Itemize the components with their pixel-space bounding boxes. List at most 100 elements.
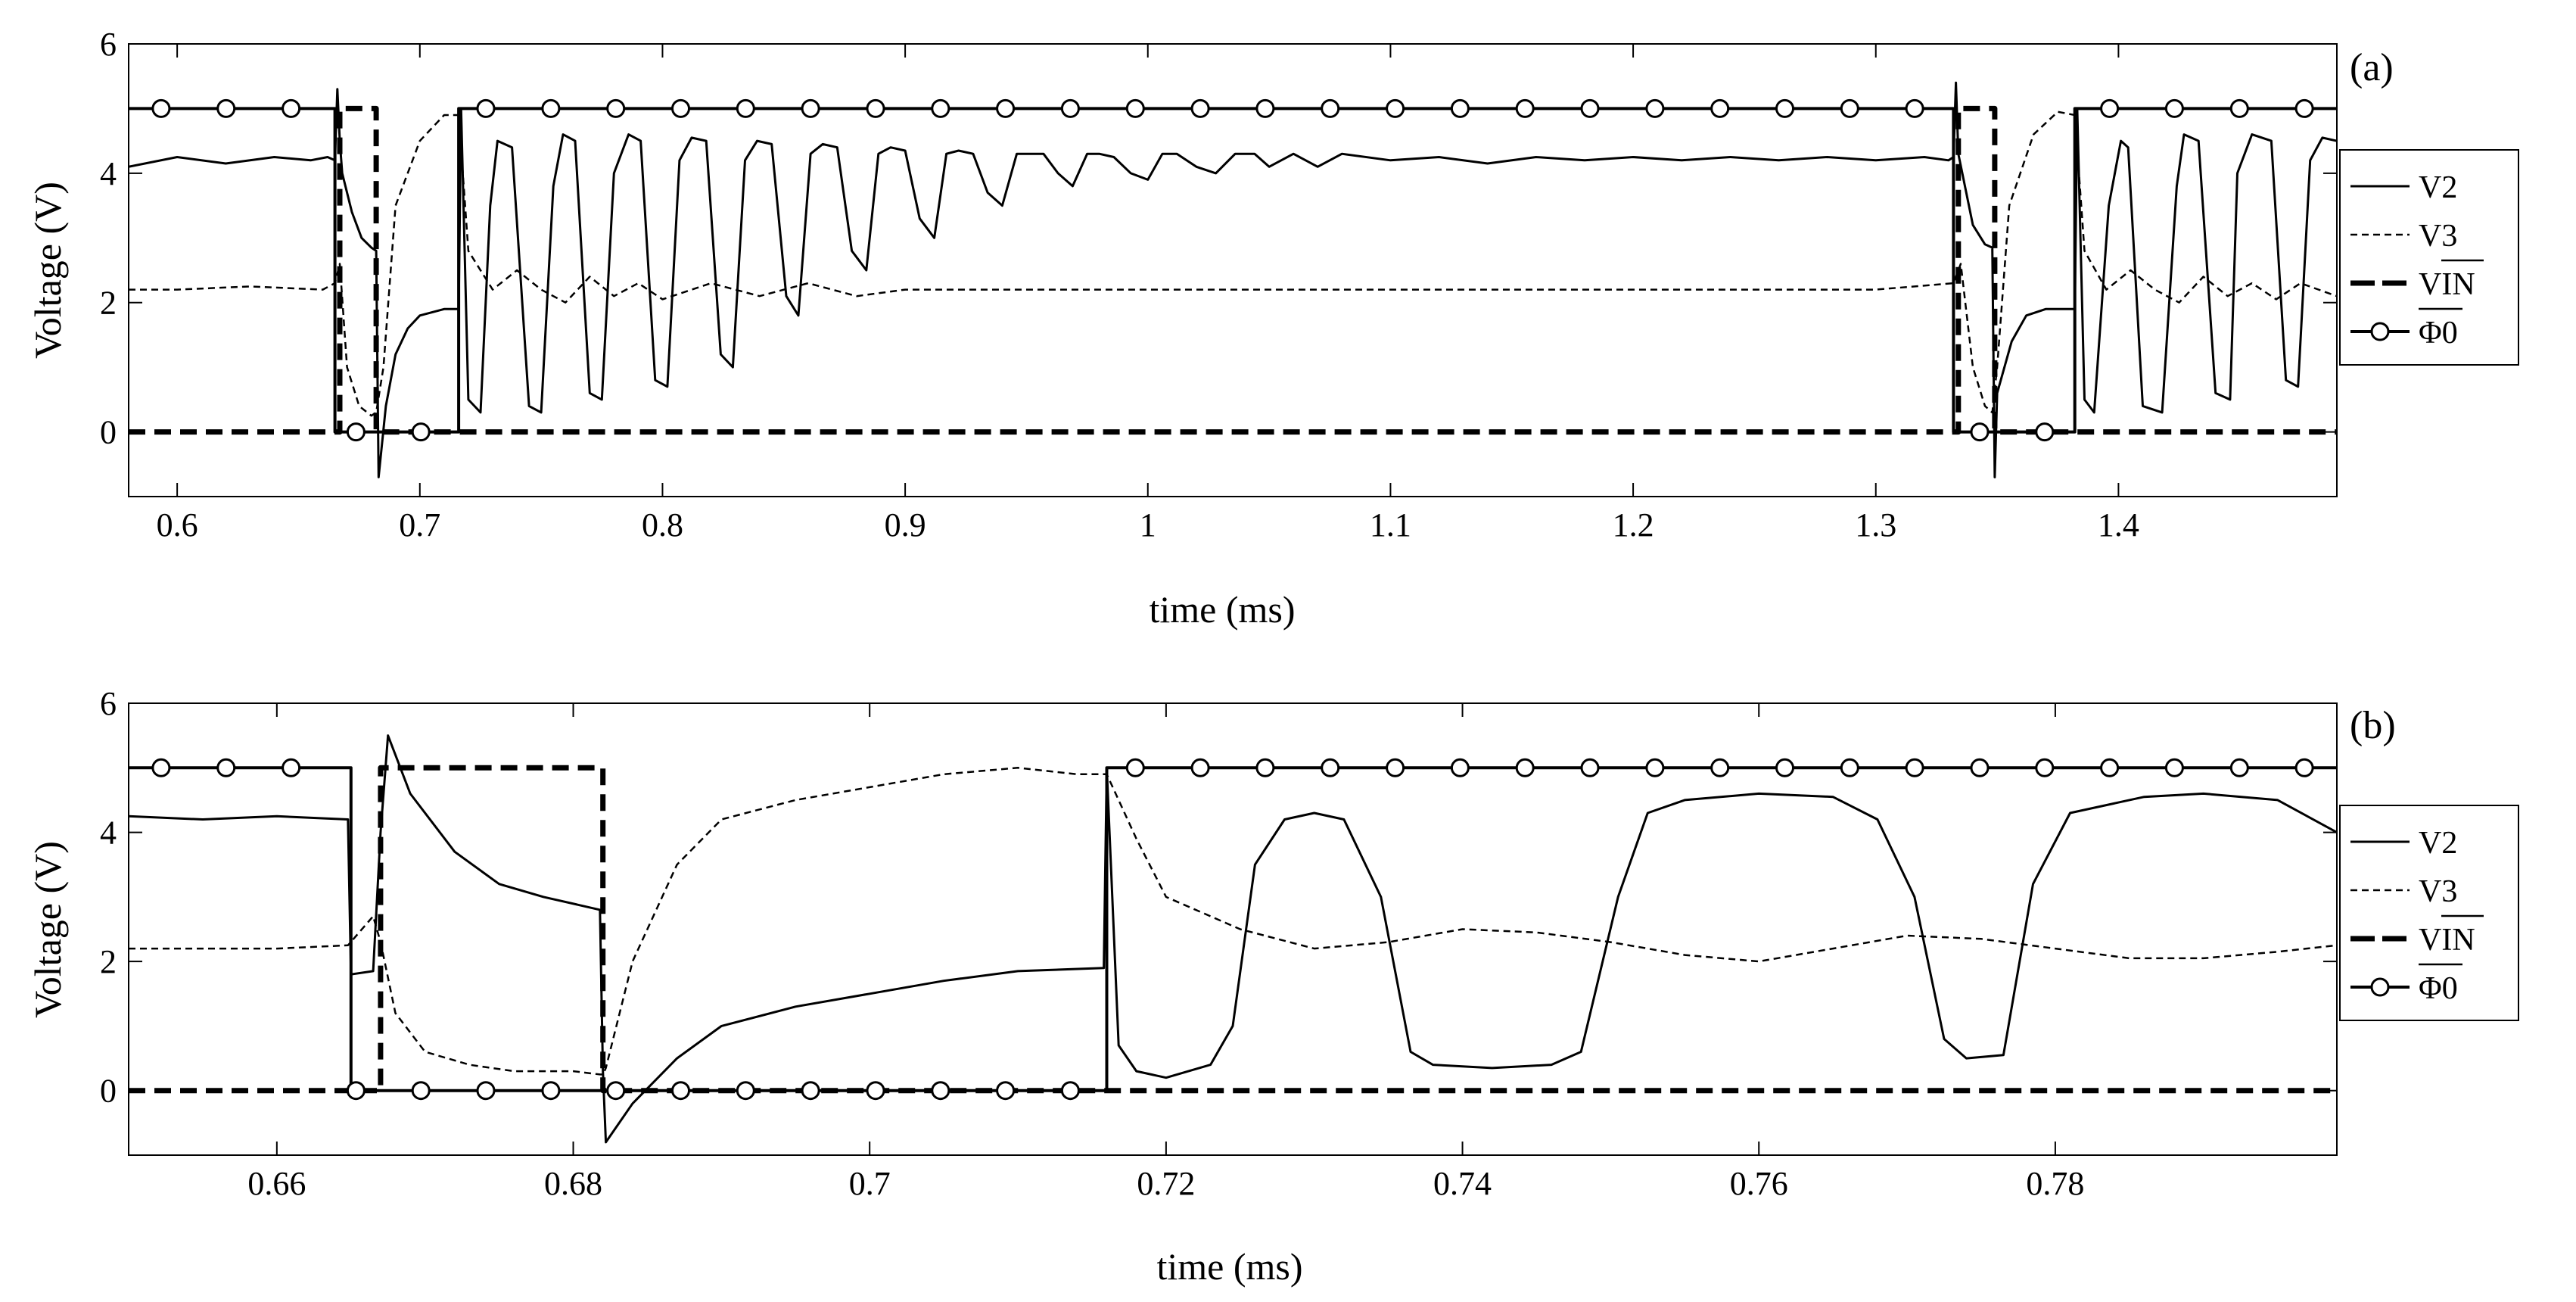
phi0-marker (931, 1081, 950, 1101)
series-line-vin (129, 765, 2337, 1094)
phi0-marker (476, 1081, 496, 1101)
x-tick-label: 0.6 (157, 506, 198, 544)
phi0-marker (1970, 758, 1990, 777)
x-tick-label: 0.74 (1433, 1165, 1492, 1202)
y-axis-label-b: Voltage (V) (26, 841, 69, 1018)
x-tick-label: 1.3 (1855, 506, 1896, 544)
phi0-marker (1321, 98, 1340, 118)
phi0-marker (1255, 758, 1275, 777)
phi0-marker (1190, 98, 1210, 118)
x-ticks-a: 0.6 0.7 0.8 0.9 1 1.1 1.2 1.3 1.4 (157, 44, 2139, 544)
phi0-marker (1060, 98, 1080, 118)
phi0-marker (541, 1081, 561, 1101)
legend-label: V2 (2419, 826, 2457, 861)
series-line-v2 (129, 81, 2337, 478)
phi0-marker (1255, 98, 1275, 118)
x-tick-label: 0.72 (1137, 1165, 1195, 1202)
panel-b: 0 2 4 6 0.66 0.68 0.7 0.72 0.74 0.76 0.78 time (m… (26, 685, 2519, 1288)
y-tick-label: 6 (100, 685, 117, 722)
legend-label: VIN (2419, 923, 2475, 958)
phi0-marker (2035, 758, 2055, 777)
phi0-marker (411, 1081, 431, 1101)
phi0-marker (1450, 758, 1470, 777)
phi0-marker (1190, 758, 1210, 777)
phi0-marker (1840, 758, 1859, 777)
phi0-marker (1970, 422, 1990, 442)
x-tick-label: 0.7 (399, 506, 440, 544)
y-tick-label: 0 (100, 1073, 117, 1110)
series-line-vin (129, 105, 2337, 435)
phi0-marker (1840, 98, 1859, 118)
legend-label: Φ0 (2419, 971, 2458, 1006)
legend-b: V2 V3 VIN Φ0 (2339, 805, 2519, 1021)
x-ticks-b: 0.66 0.68 0.7 0.72 0.74 0.76 0.78 (247, 703, 2084, 1202)
phi0-marker (736, 1081, 755, 1101)
phi0-marker (151, 758, 171, 777)
phi0-marker (1580, 758, 1600, 777)
phi0-marker (2294, 98, 2314, 118)
y-tick-label: 6 (100, 26, 117, 63)
phi0-marker (1710, 98, 1730, 118)
phi0-marker (346, 422, 366, 442)
x-axis-label-a: time (ms) (1149, 588, 1295, 631)
phi0-marker (1515, 98, 1535, 118)
phi0-marker (1125, 758, 1145, 777)
phi0-marker (2164, 98, 2184, 118)
y-tick-label: 2 (100, 943, 117, 980)
phi0-marker (1515, 758, 1535, 777)
y-axis-label-a: Voltage (V) (26, 182, 69, 359)
x-tick-label: 0.9 (885, 506, 926, 544)
phi0-marker (1060, 1081, 1080, 1101)
phi0-marker (1645, 98, 1665, 118)
phi0-marker (2229, 758, 2249, 777)
phi0-marker (1580, 98, 1600, 118)
x-axis-label-b: time (ms) (1156, 1245, 1302, 1288)
y-ticks-b: 0 2 4 6 (100, 685, 2337, 1110)
y-tick-label: 2 (100, 285, 117, 322)
phi0-marker (866, 98, 885, 118)
phi0-marker (1386, 98, 1405, 118)
x-tick-label: 1 (1140, 506, 1156, 544)
phi0-marker (476, 98, 496, 118)
phi0-marker (1905, 758, 1924, 777)
phi0-marker (2294, 758, 2314, 777)
phi0-marker (801, 98, 820, 118)
series-line-v3 (129, 767, 2337, 1076)
panel-label-b: (b) (2350, 704, 2396, 747)
series-line-phi0 (129, 766, 2337, 1092)
phi0-marker (801, 1081, 820, 1101)
plot-frame-a (128, 43, 2338, 497)
phi0-marker (2100, 98, 2120, 118)
phi0-marker (282, 758, 301, 777)
phi0-marker (2035, 422, 2055, 442)
phi0-marker (1775, 98, 1794, 118)
phi0-marker (1645, 758, 1665, 777)
series-group-b (129, 734, 2337, 1144)
legend-label: V2 (2419, 170, 2457, 205)
phi0-marker (996, 1081, 1016, 1101)
phi0-marker (282, 98, 301, 118)
legend-marker (2370, 322, 2390, 341)
phi0-marker (216, 98, 236, 118)
series-line-v2 (129, 734, 2337, 1144)
phi0-marker (1321, 758, 1340, 777)
phi0-marker (671, 1081, 690, 1101)
phi0-marker (1775, 758, 1794, 777)
series-group-a (129, 81, 2337, 478)
phi0-marker (2100, 758, 2120, 777)
x-tick-label: 0.78 (2026, 1165, 2084, 1202)
plot-frame-b (128, 702, 2338, 1156)
phi0-marker (541, 98, 561, 118)
phi0-marker (996, 98, 1016, 118)
phi0-marker (411, 422, 431, 442)
phi0-marker (736, 98, 755, 118)
x-tick-label: 1.2 (1613, 506, 1654, 544)
phi0-marker (1386, 758, 1405, 777)
series-line-v3 (129, 111, 2337, 417)
phi0-marker (2164, 758, 2184, 777)
y-tick-label: 0 (100, 414, 117, 451)
x-tick-label: 1.1 (1370, 506, 1411, 544)
panel-label-a: (a) (2350, 46, 2394, 89)
y-tick-label: 4 (100, 155, 117, 192)
